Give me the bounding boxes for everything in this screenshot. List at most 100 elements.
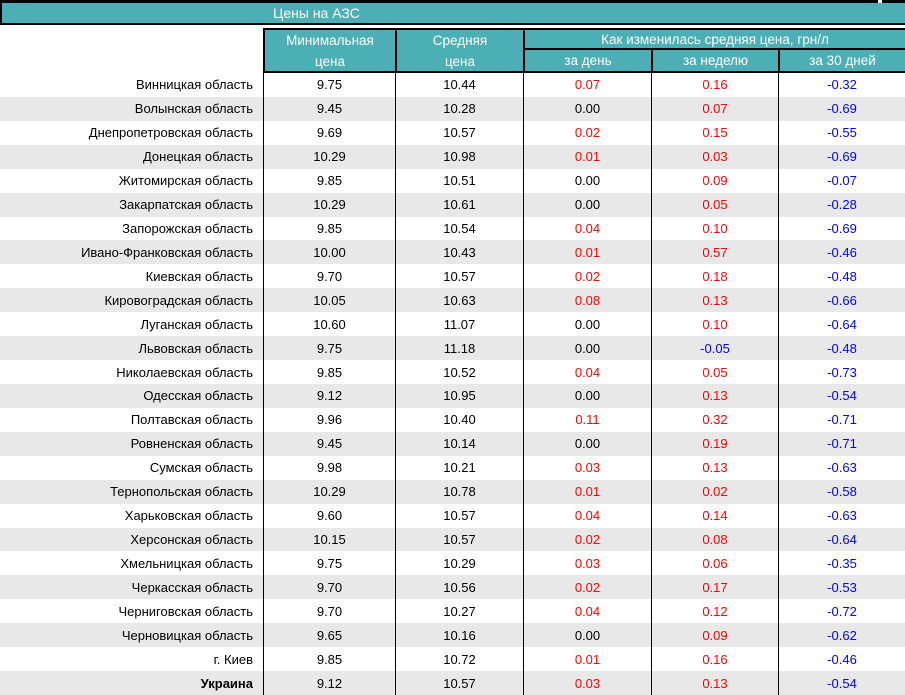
month-change-cell: -0.07 bbox=[778, 168, 905, 193]
region-cell: Хмельницкая область bbox=[120, 555, 253, 571]
day-change-cell: 0.02 bbox=[523, 575, 651, 600]
min-price-cell: 9.70 bbox=[263, 264, 395, 289]
region-cell: Луганская область bbox=[140, 316, 253, 332]
month-change-cell: -0.62 bbox=[778, 623, 905, 648]
week-change-cell: 0.05 bbox=[651, 360, 778, 384]
avg-price-cell: 10.57 bbox=[395, 264, 523, 289]
month-change-cell: -0.53 bbox=[778, 575, 905, 600]
region-cell: Сумская область bbox=[149, 460, 253, 476]
avg-price-cell: 10.40 bbox=[395, 407, 523, 432]
week-change-cell: 0.09 bbox=[651, 168, 778, 193]
month-change-cell: -0.58 bbox=[778, 479, 905, 504]
column-header-day: за день bbox=[525, 50, 651, 73]
week-change-cell: 0.13 bbox=[651, 383, 778, 408]
week-change-cell: 0.13 bbox=[651, 671, 778, 695]
day-change-cell: 0.03 bbox=[523, 671, 651, 695]
region-cell: Ивано-Франковская область bbox=[81, 244, 253, 260]
day-change-cell: 0.00 bbox=[523, 192, 651, 217]
table-row: Житомирская область 9.85 10.51 0.00 0.09 -0.0… bbox=[0, 168, 905, 193]
region-cell: Тернопольская область bbox=[110, 484, 253, 500]
region-cell: Днепропетровская область bbox=[88, 125, 253, 141]
week-change-cell: 0.14 bbox=[651, 503, 778, 528]
week-change-cell: 0.17 bbox=[651, 575, 778, 600]
region-cell: Волынская область bbox=[134, 101, 253, 117]
week-change-cell: 0.13 bbox=[651, 455, 778, 480]
week-change-cell: 0.10 bbox=[651, 216, 778, 241]
avg-price-cell: 10.43 bbox=[395, 240, 523, 265]
month-change-cell: -0.69 bbox=[778, 96, 905, 121]
table-row: Ивано-Франковская область 10.00 10.43 0.01 0… bbox=[0, 240, 905, 265]
min-price-cell: 9.60 bbox=[263, 503, 395, 528]
day-change-cell: 0.02 bbox=[523, 120, 651, 145]
min-price-cell: 9.85 bbox=[263, 360, 395, 384]
day-change-cell: 0.04 bbox=[523, 503, 651, 528]
column-header-week: за неделю bbox=[651, 50, 778, 73]
week-change-cell: 0.13 bbox=[651, 288, 778, 313]
day-change-cell: 0.00 bbox=[523, 168, 651, 193]
avg-price-cell: 10.78 bbox=[395, 479, 523, 504]
day-change-cell: 0.00 bbox=[523, 336, 651, 361]
day-change-cell: 0.01 bbox=[523, 240, 651, 265]
week-change-cell: 0.07 bbox=[651, 96, 778, 121]
table-row: Украина 9.12 10.57 0.03 0.13 -0.54 bbox=[0, 671, 905, 695]
region-cell: Запорожская область bbox=[122, 220, 253, 236]
week-change-cell: 0.19 bbox=[651, 431, 778, 456]
column-header-change-group: Как изменилась средняя цена, грн/л bbox=[525, 28, 905, 50]
min-price-cell: 9.12 bbox=[263, 671, 395, 695]
avg-price-cell: 10.56 bbox=[395, 575, 523, 600]
week-change-cell: 0.32 bbox=[651, 407, 778, 432]
min-price-cell: 9.96 bbox=[263, 407, 395, 432]
week-change-cell: 0.18 bbox=[651, 264, 778, 289]
column-header-min-price: Минимальная цена bbox=[263, 28, 395, 73]
region-cell: Черниговская область bbox=[118, 603, 253, 619]
month-change-cell: -0.48 bbox=[778, 336, 905, 361]
avg-price-cell: 10.51 bbox=[395, 168, 523, 193]
table-row: г. Киев 9.85 10.72 0.01 0.16 -0.46 bbox=[0, 647, 905, 672]
min-price-cell: 9.45 bbox=[263, 96, 395, 121]
table-row: Черниговская область 9.70 10.27 0.04 0.12 -0.… bbox=[0, 599, 905, 624]
min-price-cell: 10.29 bbox=[263, 479, 395, 504]
week-change-cell: 0.15 bbox=[651, 120, 778, 145]
min-price-cell: 9.85 bbox=[263, 168, 395, 193]
table-row: Хмельницкая область 9.75 10.29 0.03 0.06 -0.3… bbox=[0, 551, 905, 576]
table-row: Ровненская область 9.45 10.14 0.00 0.19 -0.71 bbox=[0, 431, 905, 456]
month-change-cell: -0.54 bbox=[778, 671, 905, 695]
day-change-cell: 0.01 bbox=[523, 144, 651, 169]
avg-price-cell: 10.57 bbox=[395, 671, 523, 695]
min-price-cell: 9.70 bbox=[263, 575, 395, 600]
table-row: Харьковская область 9.60 10.57 0.04 0.14 -0.6… bbox=[0, 503, 905, 528]
week-change-cell: 0.16 bbox=[651, 647, 778, 672]
month-change-cell: -0.28 bbox=[778, 192, 905, 217]
week-change-cell: 0.03 bbox=[651, 144, 778, 169]
table-row: Винницкая область 9.75 10.44 0.07 0.16 -0.32 bbox=[0, 73, 905, 97]
region-cell: Закарпатская область bbox=[119, 197, 253, 213]
table-header: Минимальная цена Средняя цена Как измени… bbox=[0, 28, 905, 73]
avg-price-cell: 10.29 bbox=[395, 551, 523, 576]
avg-price-cell: 10.16 bbox=[395, 623, 523, 648]
avg-price-cell: 10.95 bbox=[395, 383, 523, 408]
day-change-cell: 0.00 bbox=[523, 383, 651, 408]
avg-price-cell: 10.21 bbox=[395, 455, 523, 480]
avg-price-cell: 10.57 bbox=[395, 527, 523, 552]
day-change-cell: 0.01 bbox=[523, 479, 651, 504]
week-change-cell: 0.08 bbox=[651, 527, 778, 552]
region-cell: Николаевская область bbox=[116, 364, 253, 380]
region-cell: Украина bbox=[200, 675, 253, 691]
table-row: Тернопольская область 10.29 10.78 0.01 0.02-… bbox=[0, 479, 905, 504]
avg-price-cell: 10.63 bbox=[395, 288, 523, 313]
week-change-cell: 0.06 bbox=[651, 551, 778, 576]
month-change-cell: -0.54 bbox=[778, 383, 905, 408]
table-row: Николаевская область 9.85 10.52 0.04 0.05 -0.… bbox=[0, 360, 905, 384]
region-cell: Житомирская область bbox=[118, 173, 253, 189]
day-change-cell: 0.11 bbox=[523, 407, 651, 432]
day-change-cell: 0.04 bbox=[523, 599, 651, 624]
region-cell: Винницкая область bbox=[136, 77, 253, 93]
month-change-cell: -0.46 bbox=[778, 647, 905, 672]
region-cell: Полтавская область bbox=[130, 412, 253, 428]
avg-price-cell: 11.07 bbox=[395, 312, 523, 337]
month-change-cell: -0.66 bbox=[778, 288, 905, 313]
table-row: Львовская область 9.75 11.18 0.00 -0.05 -0.48 bbox=[0, 336, 905, 361]
table-row: Полтавская область 9.96 10.40 0.11 0.32 -0.71 bbox=[0, 407, 905, 432]
month-change-cell: -0.71 bbox=[778, 407, 905, 432]
